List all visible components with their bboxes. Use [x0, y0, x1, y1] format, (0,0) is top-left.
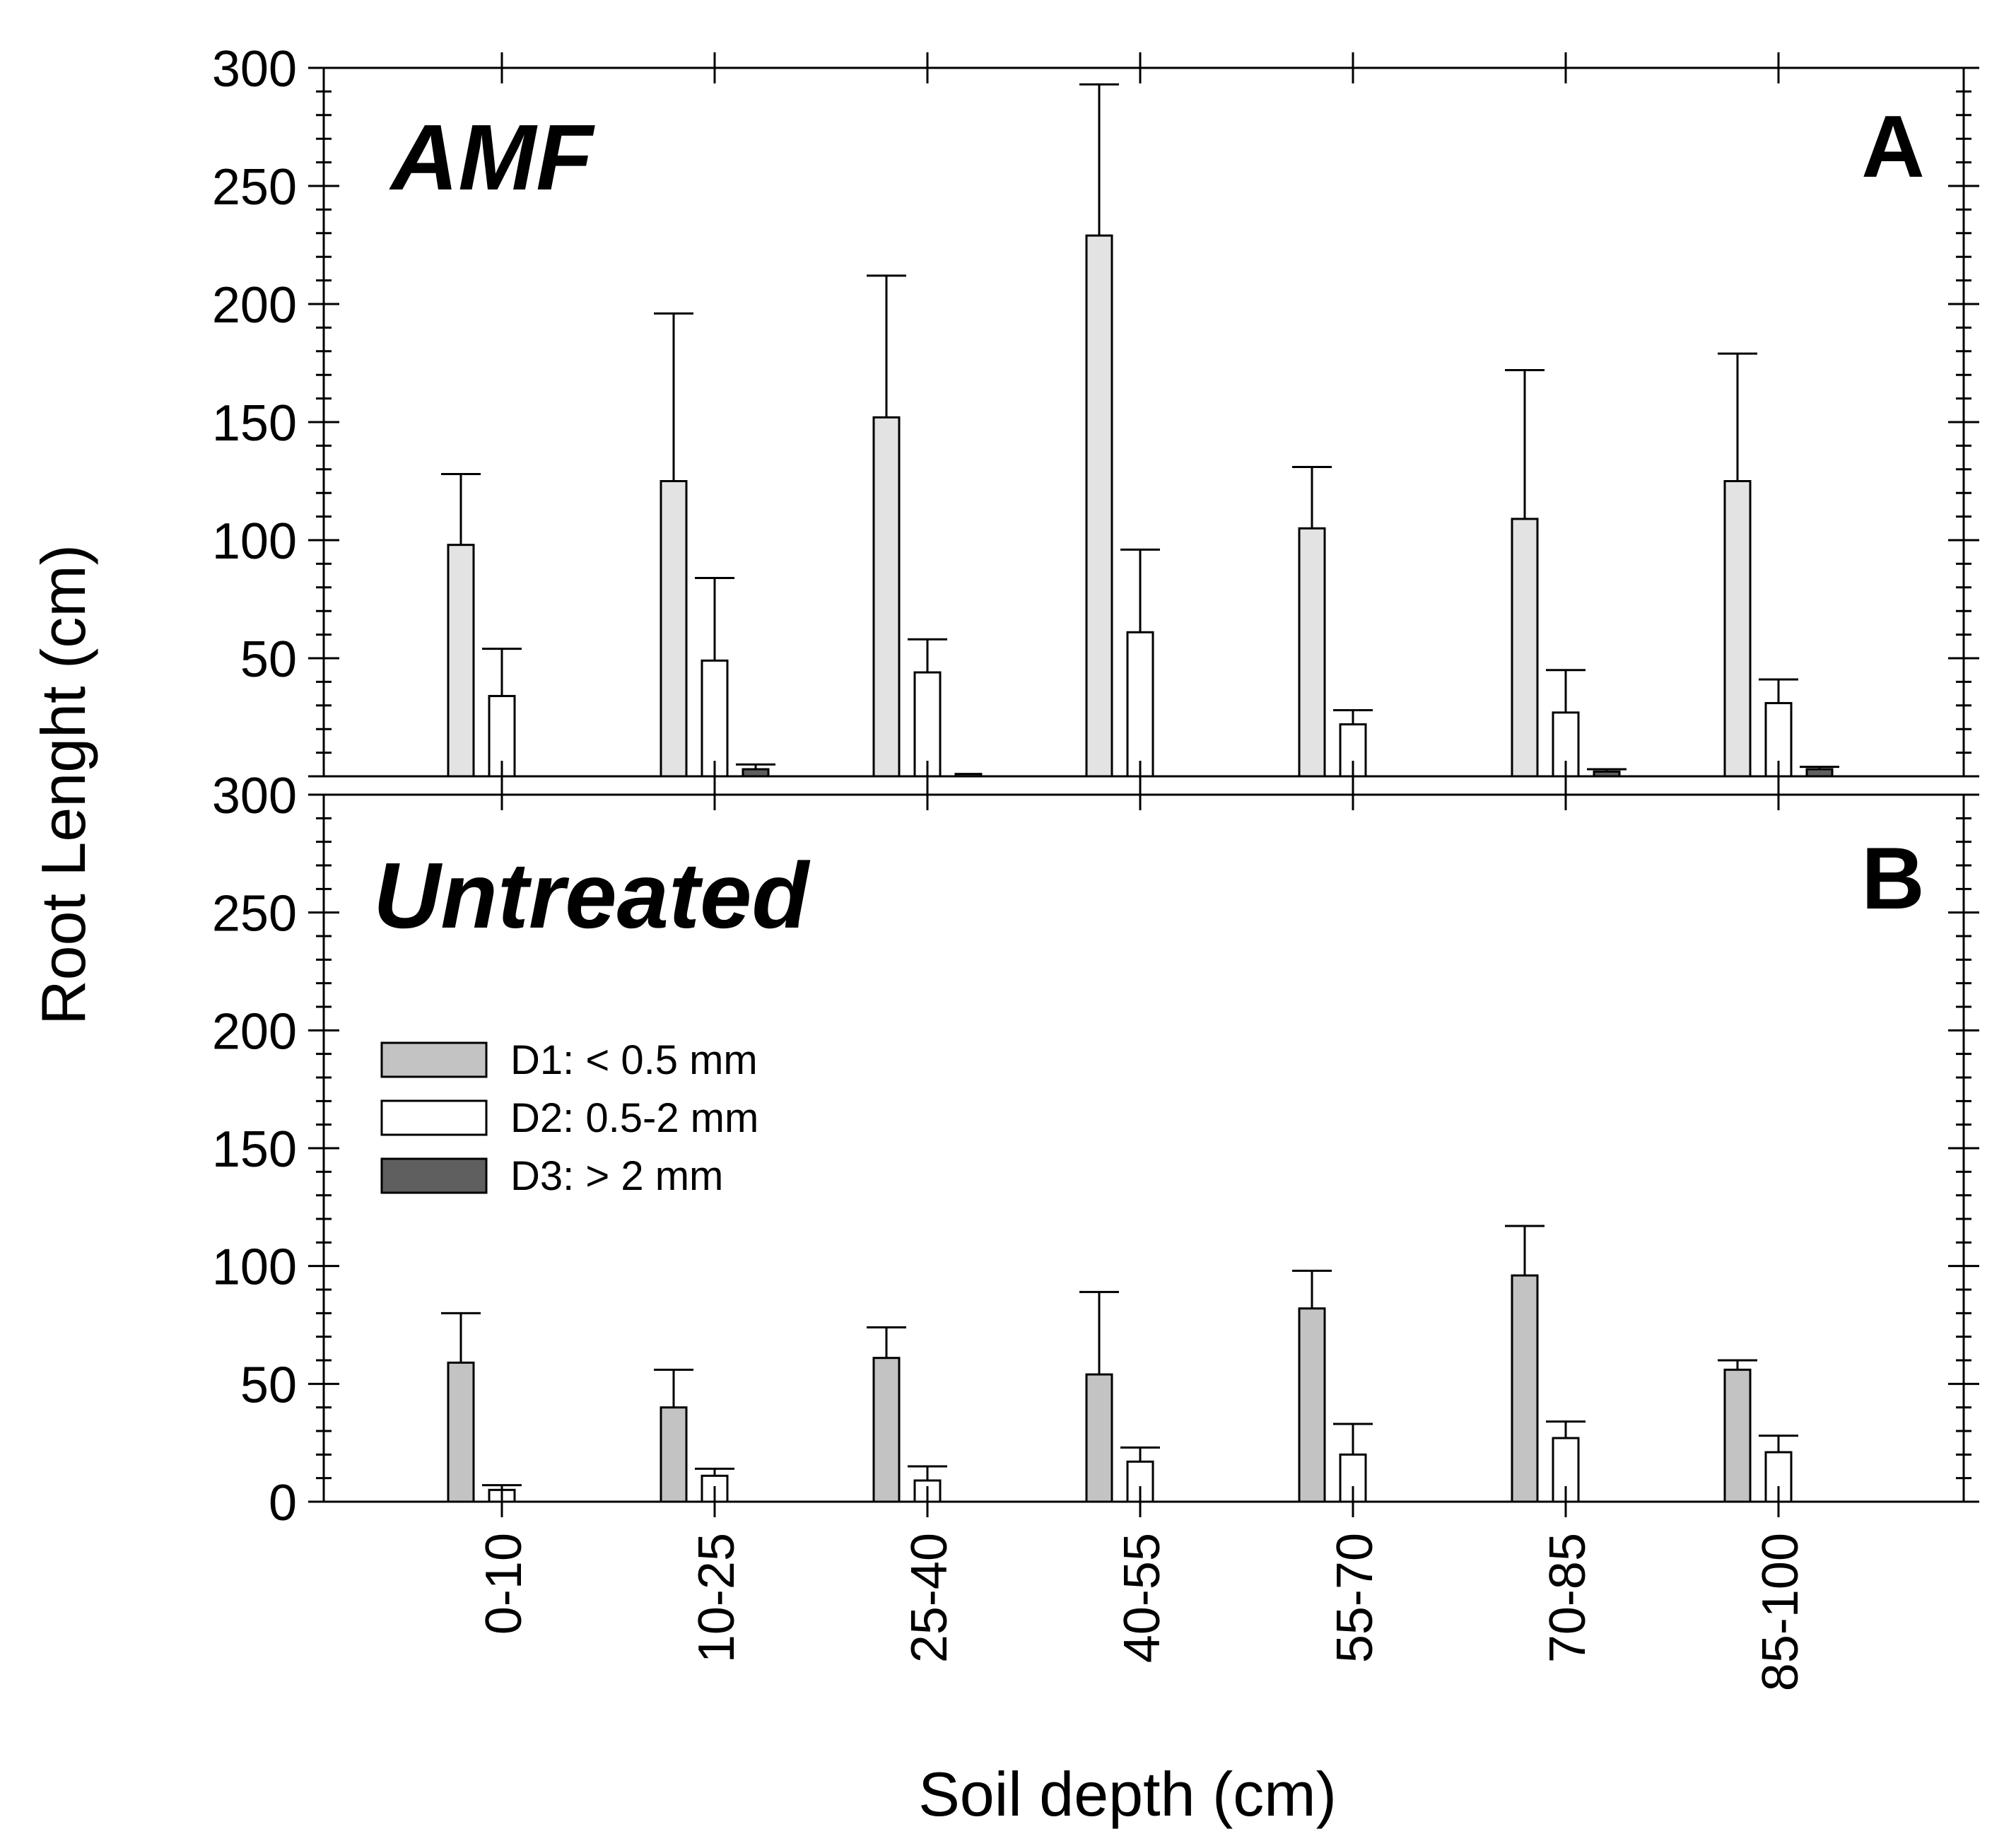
panel-a-title: AMF [389, 105, 595, 209]
panel-a-y-tick-label: 100 [212, 513, 297, 570]
panel-b-y-tick-label: 300 [212, 768, 297, 824]
panel-a-y-tick-label: 200 [212, 277, 297, 334]
x-tick-label: 40-55 [1114, 1533, 1171, 1663]
panel-a-bar [1805, 768, 1834, 778]
x-tick-label: 85-100 [1752, 1533, 1809, 1691]
panel-b-bar [1723, 1368, 1752, 1503]
panel-b-y-tick-label: 150 [212, 1121, 297, 1178]
legend-label: D3: > 2 mm [510, 1153, 723, 1199]
panel-a-y-tick-label: 150 [212, 395, 297, 452]
panel-a-bar [1511, 518, 1539, 778]
legend-label: D1: < 0.5 mm [510, 1037, 758, 1083]
panel-b-y-tick-label: 100 [212, 1239, 297, 1296]
x-axis-title: Soil depth (cm) [918, 1759, 1337, 1829]
panel-b-title: Untreated [373, 843, 810, 947]
panel-a-bar [1298, 527, 1326, 778]
panel-b-bar [1511, 1274, 1539, 1503]
panel-b-bar [1085, 1373, 1113, 1503]
legend-swatch [380, 1099, 488, 1136]
panel-a-bar [1723, 480, 1752, 778]
panel-a-y-tick-label: 50 [240, 631, 297, 688]
panel-a-bar [913, 671, 942, 778]
x-tick-label: 25-40 [901, 1533, 958, 1663]
x-tick-label: 70-85 [1540, 1533, 1596, 1663]
panel-b-bar [1298, 1307, 1326, 1503]
panel-a-y-tick-label: 300 [212, 41, 297, 98]
panel-b-bar [447, 1361, 475, 1503]
panel-b-y-tick-label: 250 [212, 886, 297, 942]
panel-a-bar [447, 544, 475, 778]
panel-b-y-tick-label: 50 [240, 1357, 297, 1413]
legend-swatch [380, 1041, 488, 1078]
panel-b-bar [872, 1357, 901, 1503]
y-axis-title: Root Lenght (cm) [28, 544, 98, 1025]
legend-label: D2: 0.5-2 mm [510, 1095, 758, 1141]
panel-a-letter: A [1861, 98, 1925, 196]
panel-a-y-tick-label: 250 [212, 159, 297, 216]
panel-b-y-tick-label: 0 [269, 1475, 297, 1531]
x-tick-label: 55-70 [1327, 1533, 1383, 1663]
panel-a-bar [1126, 631, 1154, 778]
panel-a-bar [872, 416, 901, 778]
x-tick-label: 0-10 [476, 1533, 532, 1635]
panel-b-y-tick-label: 200 [212, 1003, 297, 1060]
panel-a-bar [701, 659, 729, 778]
legend-swatch [380, 1157, 488, 1194]
panel-a-bar [1085, 234, 1113, 778]
panel-a-bar [660, 480, 688, 778]
panel-a-bar [742, 768, 770, 778]
x-tick-label: 10-25 [688, 1533, 745, 1663]
panel-b-bar [660, 1406, 688, 1503]
panel-b-letter: B [1861, 830, 1925, 928]
